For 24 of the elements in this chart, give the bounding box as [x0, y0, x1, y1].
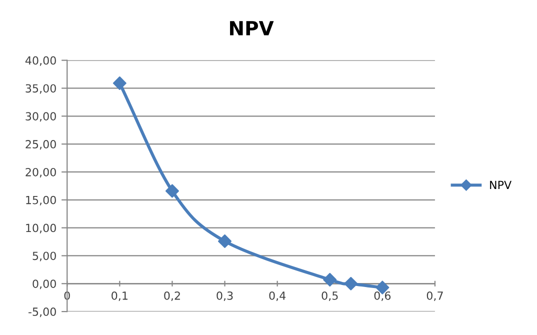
y-tick-label: 20,00: [26, 168, 56, 178]
point: [165, 184, 179, 198]
point: [112, 76, 126, 90]
legend-label: NPV: [490, 180, 512, 189]
x-tick-label: 0,6: [374, 291, 391, 302]
y-tick-label: -5,00: [28, 308, 56, 318]
y-tick-label: 40,00: [25, 56, 56, 66]
point: [344, 276, 358, 290]
y-tick-label: 5,00: [32, 252, 56, 262]
y-tick-label: 0,00: [32, 280, 56, 290]
point: [218, 234, 232, 248]
x-tick-label: 0,1: [112, 291, 128, 302]
y-tick-label: 30,00: [26, 112, 56, 122]
x-tick-label: 0,5: [322, 291, 338, 302]
x-tick-label: 0,7: [426, 291, 443, 302]
x-tick-label: 0,4: [269, 291, 286, 302]
chart-title: NPV: [230, 21, 274, 36]
y-tick-label: 15,00: [26, 196, 56, 206]
y-tick-label: 10,00: [26, 224, 56, 234]
x-tick-label: 0,2: [164, 291, 180, 302]
point: [323, 272, 337, 286]
x-tick-label: 0,3: [216, 291, 233, 302]
y-tick-label: 35,00: [26, 84, 56, 94]
y-tick-label: 25,00: [26, 140, 56, 150]
